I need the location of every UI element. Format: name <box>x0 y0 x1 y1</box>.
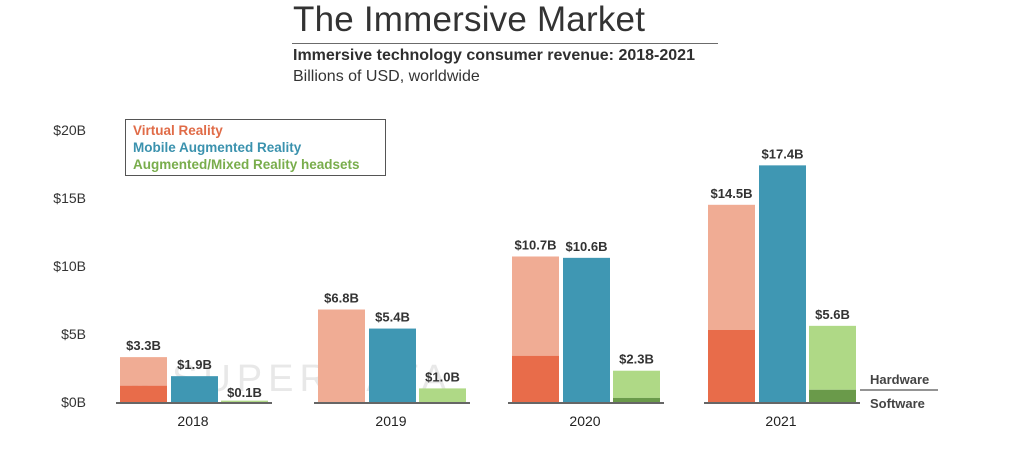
legend-entry-ar-mr-headsets: Augmented/Mixed Reality headsets <box>133 157 360 172</box>
stack-legend: Hardware Software <box>860 372 938 411</box>
bar-value-label: $5.4B <box>375 310 410 325</box>
bar-3-hardware <box>613 397 660 402</box>
x-tick-label: 2018 <box>177 413 208 429</box>
bar-3-hardware <box>809 389 856 402</box>
x-tick-label: 2020 <box>569 413 600 429</box>
bars <box>120 165 856 402</box>
bar-value-label: $2.3B <box>619 352 654 367</box>
y-tick-label: $20B <box>53 122 86 138</box>
y-tick-label: $10B <box>53 258 86 274</box>
bar-1-software <box>120 357 167 386</box>
bar-value-label: $0.1B <box>227 385 262 400</box>
stack-label-software: Software <box>870 396 925 411</box>
bar-value-label: $10.7B <box>515 237 557 252</box>
legend-entry-virtual-reality: Virtual Reality <box>133 123 223 138</box>
bar-value-label: $10.6B <box>566 239 608 254</box>
bar-value-label: $3.3B <box>126 338 161 353</box>
chart-title: The Immersive Market <box>293 0 646 39</box>
bar-2-software <box>759 165 806 402</box>
bar-value-label: $5.6B <box>815 307 850 322</box>
bar-1-hardware <box>708 329 755 402</box>
bar-value-label: $1.9B <box>177 357 212 372</box>
y-tick-label: $5B <box>61 326 86 342</box>
bar-value-label: $6.8B <box>324 291 359 306</box>
bar-value-label: $14.5B <box>711 186 753 201</box>
y-tick-label: $15B <box>53 190 86 206</box>
bar-1-hardware <box>120 385 167 402</box>
bar-1-software <box>512 256 559 356</box>
chart-subtitle: Immersive technology consumer revenue: 2… <box>293 47 695 64</box>
bar-2-software <box>563 257 610 402</box>
bar-1-hardware <box>512 355 559 402</box>
bar-3-software <box>419 388 466 402</box>
y-tick-label: $0B <box>61 394 86 410</box>
stack-label-hardware: Hardware <box>870 372 929 387</box>
x-tick-label: 2019 <box>375 413 406 429</box>
y-axis: $0B $5B $10B $15B $20B <box>53 122 86 410</box>
bar-1-software <box>708 204 755 330</box>
bar-1-software <box>318 309 365 402</box>
bar-value-label: $17.4B <box>762 146 804 161</box>
bar-value-label: $1.0B <box>425 369 460 384</box>
title-divider <box>292 43 718 44</box>
data-labels: $3.3B $6.8B $10.7B $14.5B $1.9B $5.4B $10.6B $1… <box>126 146 850 400</box>
legend-entry-mobile-augmented-reality: Mobile Augmented Reality <box>133 140 302 155</box>
x-axis: 2018 2019 2020 2021 <box>116 402 860 429</box>
bar-2-software <box>369 328 416 402</box>
chart-legend: Virtual Reality Mobile Augmented Reality… <box>125 119 386 176</box>
bar-3-software <box>809 325 856 390</box>
bar-3-software <box>221 400 268 402</box>
bar-2-software <box>171 376 218 402</box>
x-tick-label: 2021 <box>765 413 796 429</box>
bar-3-software <box>613 370 660 398</box>
chart-unit-label: Billions of USD, worldwide <box>293 68 480 85</box>
